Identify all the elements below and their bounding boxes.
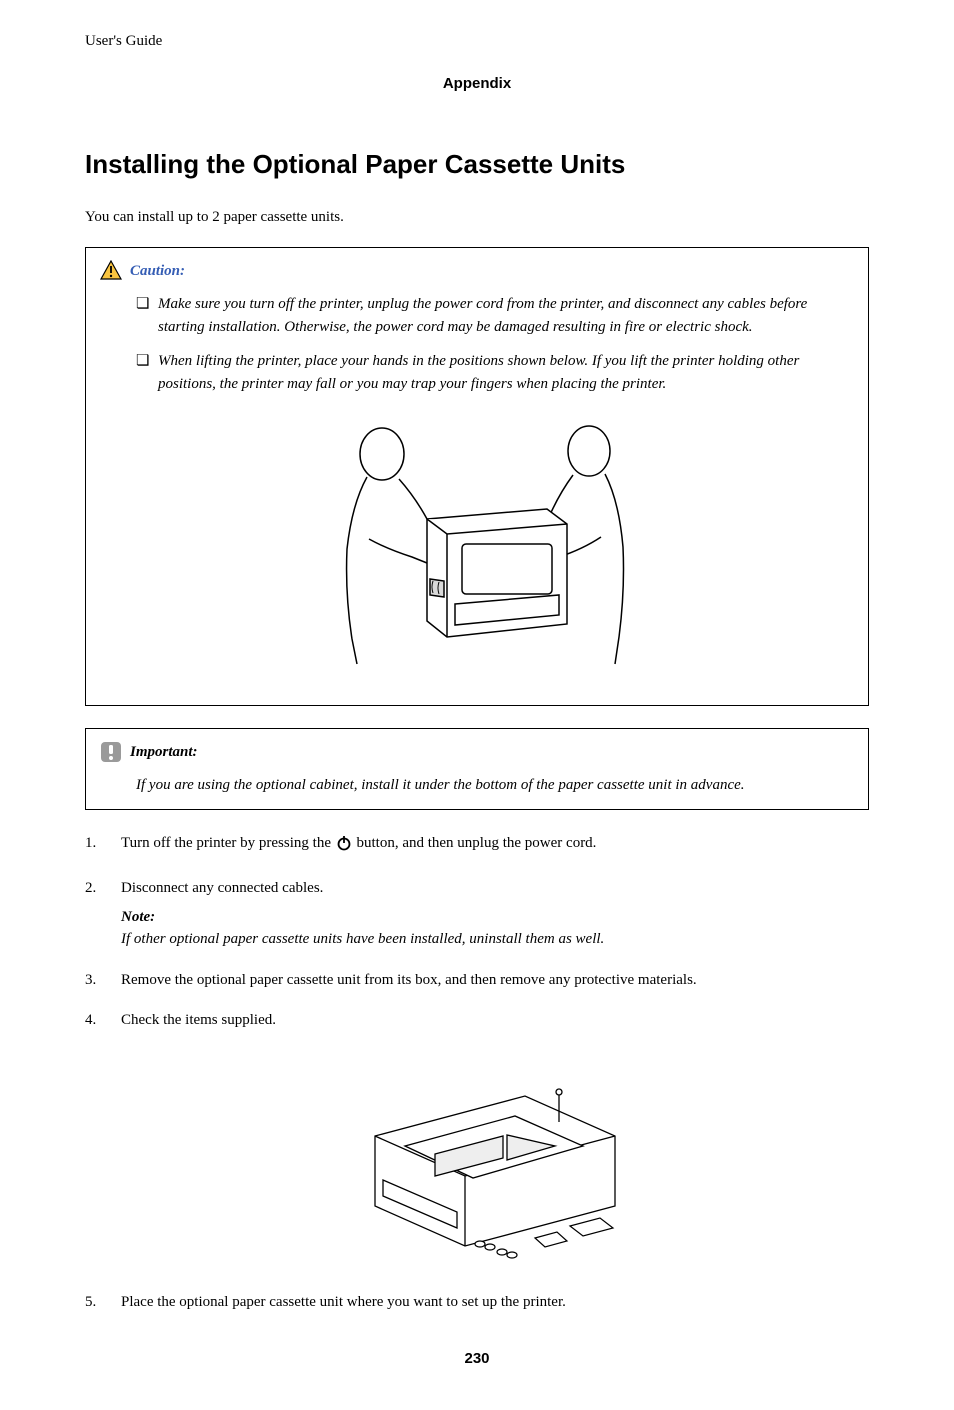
step-3: Remove the optional paper cassette unit … <box>85 969 869 992</box>
caution-item: Make sure you turn off the printer, unpl… <box>136 293 854 338</box>
caution-item: When lifting the printer, place your han… <box>136 350 854 395</box>
important-box: Important: If you are using the optional… <box>85 728 869 810</box>
users-guide-header: User's Guide <box>85 30 869 53</box>
steps-list: Turn off the printer by pressing the but… <box>85 832 869 1314</box>
page-number: 230 <box>85 1348 869 1371</box>
appendix-header: Appendix <box>85 73 869 96</box>
note-label: Note: <box>121 906 869 929</box>
cassette-illustration <box>121 1046 869 1274</box>
note-text: If other optional paper cassette units h… <box>121 928 869 951</box>
power-icon <box>335 834 353 860</box>
step-1: Turn off the printer by pressing the but… <box>85 832 869 860</box>
step-5: Place the optional paper cassette unit w… <box>85 1291 869 1314</box>
step-1-text-b: button, and then unplug the power cord. <box>353 835 597 851</box>
important-text: If you are using the optional cabinet, i… <box>100 774 854 797</box>
intro-text: You can install up to 2 paper cassette u… <box>85 206 869 229</box>
page-title: Installing the Optional Paper Cassette U… <box>85 145 869 184</box>
step-2-text: Disconnect any connected cables. <box>121 880 323 896</box>
caution-box: Caution: Make sure you turn off the prin… <box>85 247 869 706</box>
important-label: Important: <box>130 741 198 764</box>
caution-list: Make sure you turn off the printer, unpl… <box>100 293 854 395</box>
step-4: Check the items supplied. <box>85 1009 869 1273</box>
warning-icon <box>100 260 122 288</box>
step-2: Disconnect any connected cables. Note: I… <box>85 877 869 951</box>
lifting-illustration <box>100 409 854 687</box>
step-4-text: Check the items supplied. <box>121 1012 276 1028</box>
step-1-text-a: Turn off the printer by pressing the <box>121 835 335 851</box>
caution-label: Caution: <box>130 260 185 283</box>
important-icon <box>100 741 122 771</box>
